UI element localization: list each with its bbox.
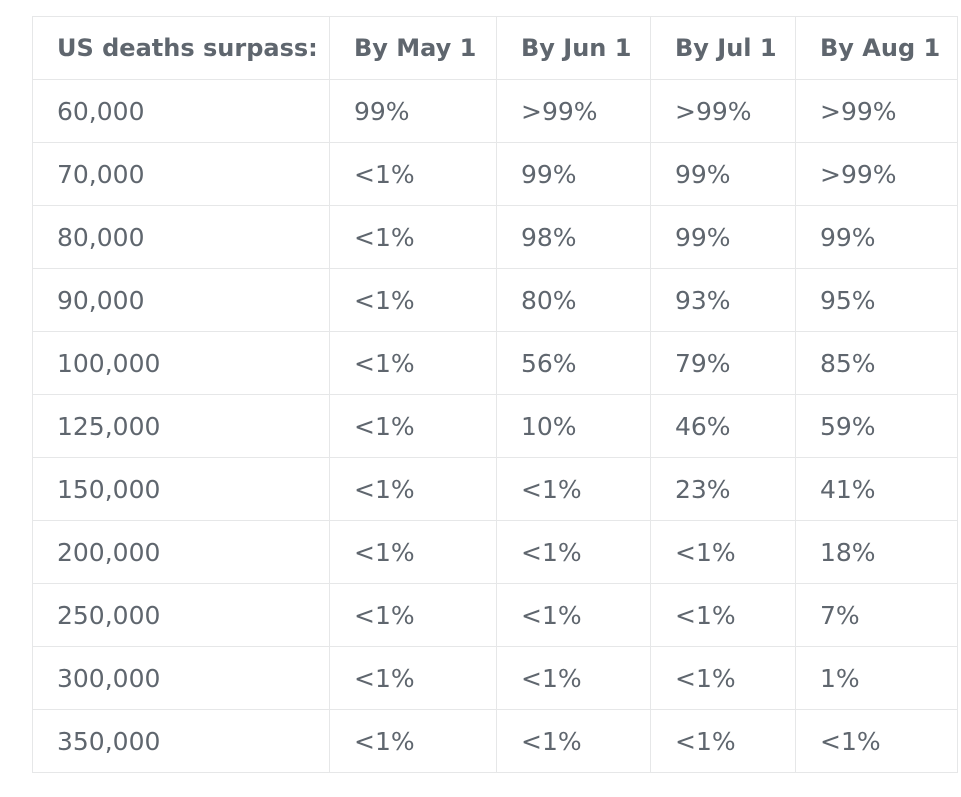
threshold-cell: 90,000 bbox=[32, 268, 330, 332]
threshold-cell: 60,000 bbox=[32, 79, 330, 143]
aug-1-cell: >99% bbox=[795, 79, 958, 143]
aug-1-cell: 7% bbox=[795, 583, 958, 647]
aug-1-cell: 95% bbox=[795, 268, 958, 332]
may-1-cell: 99% bbox=[329, 79, 497, 143]
jun-1-cell: <1% bbox=[496, 646, 651, 710]
jun-1-cell: <1% bbox=[496, 520, 651, 584]
threshold-cell: 250,000 bbox=[32, 583, 330, 647]
table-row: 80,000 <1% 98% 99% 99% bbox=[32, 205, 958, 269]
jun-1-cell: >99% bbox=[496, 79, 651, 143]
threshold-cell: 300,000 bbox=[32, 646, 330, 710]
table-row: 90,000 <1% 80% 93% 95% bbox=[32, 268, 958, 332]
header-may-1: By May 1 bbox=[329, 16, 497, 80]
may-1-cell: <1% bbox=[329, 331, 497, 395]
threshold-cell: 100,000 bbox=[32, 331, 330, 395]
aug-1-cell: 18% bbox=[795, 520, 958, 584]
may-1-cell: <1% bbox=[329, 457, 497, 521]
table-row: 100,000 <1% 56% 79% 85% bbox=[32, 331, 958, 395]
aug-1-cell: 59% bbox=[795, 394, 958, 458]
jun-1-cell: <1% bbox=[496, 709, 651, 773]
jul-1-cell: 99% bbox=[650, 205, 796, 269]
forecast-table-container: US deaths surpass: By May 1 By Jun 1 By … bbox=[32, 16, 958, 773]
threshold-cell: 70,000 bbox=[32, 142, 330, 206]
jun-1-cell: 56% bbox=[496, 331, 651, 395]
jun-1-cell: 98% bbox=[496, 205, 651, 269]
header-jul-1: By Jul 1 bbox=[650, 16, 796, 80]
jun-1-cell: 80% bbox=[496, 268, 651, 332]
jun-1-cell: 99% bbox=[496, 142, 651, 206]
table-row: 150,000 <1% <1% 23% 41% bbox=[32, 457, 958, 521]
table-row: 200,000 <1% <1% <1% 18% bbox=[32, 520, 958, 584]
aug-1-cell: 99% bbox=[795, 205, 958, 269]
jun-1-cell: <1% bbox=[496, 583, 651, 647]
header-aug-1: By Aug 1 bbox=[795, 16, 958, 80]
aug-1-cell: 1% bbox=[795, 646, 958, 710]
may-1-cell: <1% bbox=[329, 709, 497, 773]
may-1-cell: <1% bbox=[329, 205, 497, 269]
may-1-cell: <1% bbox=[329, 142, 497, 206]
table-row: 70,000 <1% 99% 99% >99% bbox=[32, 142, 958, 206]
may-1-cell: <1% bbox=[329, 646, 497, 710]
jul-1-cell: 46% bbox=[650, 394, 796, 458]
aug-1-cell: 41% bbox=[795, 457, 958, 521]
table-header-row: US deaths surpass: By May 1 By Jun 1 By … bbox=[32, 16, 958, 80]
table-row: 300,000 <1% <1% <1% 1% bbox=[32, 646, 958, 710]
jul-1-cell: 93% bbox=[650, 268, 796, 332]
may-1-cell: <1% bbox=[329, 394, 497, 458]
jun-1-cell: 10% bbox=[496, 394, 651, 458]
header-jun-1: By Jun 1 bbox=[496, 16, 651, 80]
threshold-cell: 150,000 bbox=[32, 457, 330, 521]
jul-1-cell: 79% bbox=[650, 331, 796, 395]
aug-1-cell: 85% bbox=[795, 331, 958, 395]
jul-1-cell: <1% bbox=[650, 709, 796, 773]
jul-1-cell: 99% bbox=[650, 142, 796, 206]
table-row: 60,000 99% >99% >99% >99% bbox=[32, 79, 958, 143]
forecast-table: US deaths surpass: By May 1 By Jun 1 By … bbox=[32, 16, 958, 773]
aug-1-cell: >99% bbox=[795, 142, 958, 206]
jun-1-cell: <1% bbox=[496, 457, 651, 521]
jul-1-cell: <1% bbox=[650, 583, 796, 647]
may-1-cell: <1% bbox=[329, 520, 497, 584]
jul-1-cell: 23% bbox=[650, 457, 796, 521]
table-row: 350,000 <1% <1% <1% <1% bbox=[32, 709, 958, 773]
jul-1-cell: <1% bbox=[650, 646, 796, 710]
jul-1-cell: <1% bbox=[650, 520, 796, 584]
jul-1-cell: >99% bbox=[650, 79, 796, 143]
header-threshold: US deaths surpass: bbox=[32, 16, 330, 80]
threshold-cell: 200,000 bbox=[32, 520, 330, 584]
threshold-cell: 80,000 bbox=[32, 205, 330, 269]
threshold-cell: 125,000 bbox=[32, 394, 330, 458]
may-1-cell: <1% bbox=[329, 583, 497, 647]
table-row: 125,000 <1% 10% 46% 59% bbox=[32, 394, 958, 458]
table-row: 250,000 <1% <1% <1% 7% bbox=[32, 583, 958, 647]
threshold-cell: 350,000 bbox=[32, 709, 330, 773]
aug-1-cell: <1% bbox=[795, 709, 958, 773]
may-1-cell: <1% bbox=[329, 268, 497, 332]
